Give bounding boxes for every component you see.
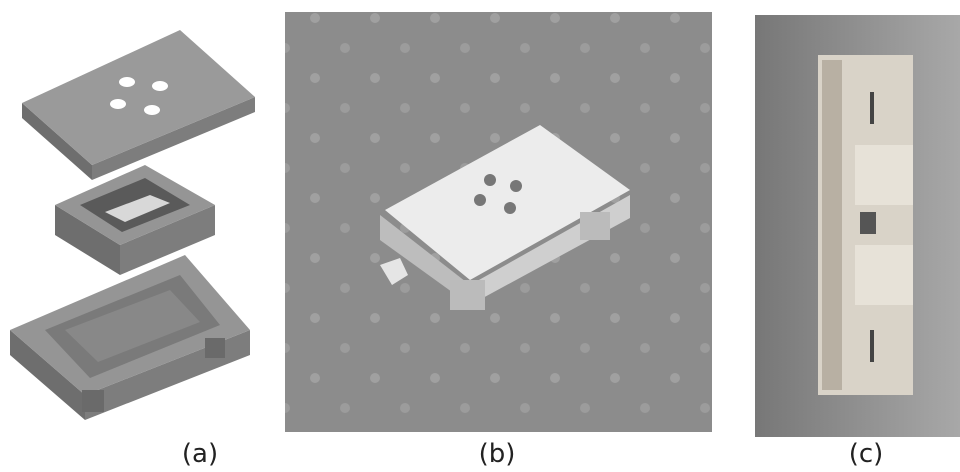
panel-label: (b) bbox=[479, 439, 516, 469]
figure: (a) (b) (c) bbox=[0, 0, 960, 472]
panel-label: (c) bbox=[849, 439, 884, 469]
panel-c-image bbox=[755, 15, 960, 437]
panel-b-image bbox=[285, 12, 712, 432]
panel-a-image bbox=[10, 30, 255, 420]
panel-label: (a) bbox=[182, 439, 218, 469]
